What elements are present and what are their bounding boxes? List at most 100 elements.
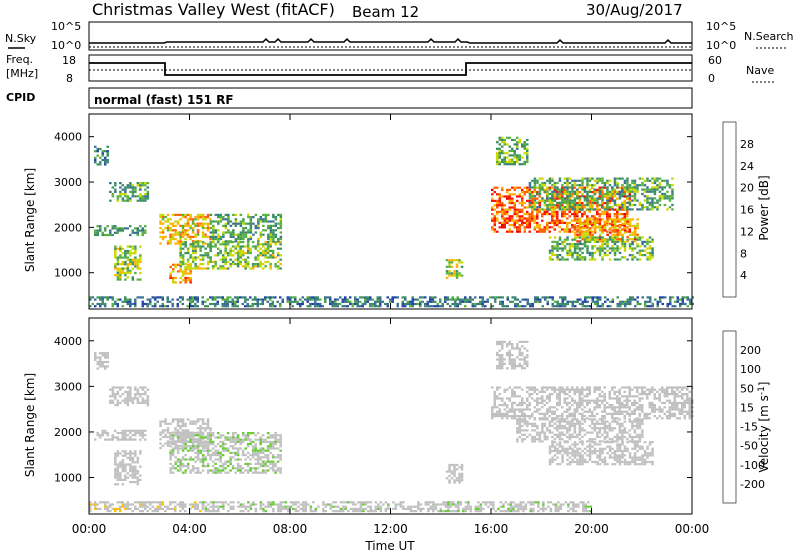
heatmap-cell — [129, 452, 132, 455]
heatmap-cell — [583, 235, 587, 239]
heatmap-cell — [254, 445, 257, 448]
heatmap-cell — [171, 467, 175, 470]
heatmap-cell — [679, 305, 682, 308]
heatmap-cell — [241, 296, 244, 299]
heatmap-cell — [159, 424, 162, 428]
heatmap-cell — [648, 208, 652, 211]
heatmap-cell — [174, 432, 177, 435]
heatmap-cell — [521, 305, 524, 308]
heatmap-cell — [191, 438, 195, 441]
heatmap-cell — [556, 397, 559, 400]
heatmap-cell — [621, 208, 624, 211]
heatmap-cell — [498, 408, 501, 411]
heatmap-cell — [99, 229, 102, 232]
heatmap-cell — [189, 440, 192, 443]
heatmap-cell — [653, 177, 657, 180]
heatmap-cell — [269, 467, 272, 470]
heatmap-cell — [646, 190, 649, 193]
heatmap-cell — [608, 208, 611, 211]
heatmap-cell — [578, 395, 581, 398]
heatmap-cell — [581, 184, 584, 187]
heatmap-cell — [409, 302, 412, 306]
heatmap-cell — [261, 263, 265, 266]
heatmap-cell — [603, 238, 607, 241]
heatmap-cell — [99, 360, 102, 364]
heatmap-cell — [161, 302, 164, 306]
heatmap-cell — [638, 184, 642, 187]
heatmap-cell — [214, 451, 217, 454]
heatmap-cell — [661, 195, 664, 198]
heatmap-cell — [124, 450, 127, 453]
heatmap-cell — [621, 201, 624, 204]
heatmap-cell — [616, 249, 619, 252]
heatmap-cell — [646, 258, 649, 261]
heatmap-cell — [573, 247, 577, 250]
heatmap-cell — [596, 177, 599, 180]
heatmap-cell — [181, 436, 185, 439]
heatmap-cell — [593, 224, 597, 228]
heatmap-cell — [498, 152, 501, 155]
heatmap-cell — [606, 401, 609, 404]
heatmap-cell — [209, 302, 212, 306]
heatmap-cell — [633, 399, 636, 402]
heatmap-cell — [139, 199, 142, 202]
heatmap-cell — [453, 274, 456, 277]
heatmap-cell — [129, 456, 132, 459]
heatmap-cell — [556, 195, 559, 198]
heatmap-cell — [496, 147, 499, 150]
heatmap-cell — [256, 302, 259, 306]
heatmap-cell — [508, 399, 511, 402]
heatmap-cell — [618, 251, 622, 254]
heatmap-cell — [226, 471, 230, 474]
heatmap-cell — [646, 179, 649, 182]
heatmap-cell — [189, 281, 192, 284]
heatmap-cell — [558, 397, 561, 400]
heatmap-cell — [306, 298, 309, 301]
heatmap-cell — [176, 418, 180, 421]
heatmap-cell — [319, 298, 322, 301]
heatmap-cell — [651, 208, 654, 211]
heatmap-cell — [611, 408, 614, 411]
heatmap-cell — [601, 399, 604, 402]
heatmap-cell — [528, 213, 531, 216]
heatmap-cell — [209, 429, 212, 432]
heatmap-cell — [181, 227, 185, 230]
heatmap-cell — [134, 231, 137, 234]
heatmap-cell — [269, 447, 272, 450]
heatmap-cell — [556, 210, 559, 213]
heatmap-cell — [458, 481, 461, 484]
heatmap-cell — [501, 345, 504, 348]
heatmap-cell — [271, 456, 275, 459]
heatmap-cell — [126, 429, 129, 432]
heatmap-cell — [141, 199, 145, 202]
heatmap-cell — [119, 474, 122, 477]
heatmap-cell — [186, 260, 190, 263]
heatmap-cell — [104, 158, 107, 162]
heatmap-cell — [621, 236, 624, 239]
heatmap-cell — [591, 215, 594, 218]
heatmap-cell — [209, 213, 213, 216]
heatmap-cell — [234, 447, 237, 450]
heatmap-cell — [459, 302, 462, 306]
heatmap-cell — [633, 386, 636, 389]
heatmap-cell — [246, 469, 250, 472]
heatmap-cell — [196, 245, 200, 248]
heatmap-cell — [469, 298, 472, 301]
heatmap-cell — [246, 436, 250, 439]
heatmap-cell — [89, 305, 92, 308]
heatmap-cell — [181, 302, 184, 306]
heatmap-cell — [511, 138, 514, 142]
heatmap-cell — [141, 184, 145, 187]
heatmap-cell — [171, 449, 175, 452]
heatmap-cell — [217, 233, 220, 236]
heatmap-cell — [606, 245, 609, 248]
heatmap-cell — [548, 256, 552, 259]
heatmap-cell — [131, 397, 135, 400]
heatmap-cell — [279, 449, 282, 452]
heatmap-cell — [641, 192, 644, 196]
heatmap-cell — [598, 247, 602, 250]
heatmap-cell — [651, 305, 654, 308]
heatmap-cell — [626, 195, 629, 198]
heatmap-cell — [523, 217, 526, 220]
heatmap-cell — [548, 213, 551, 216]
